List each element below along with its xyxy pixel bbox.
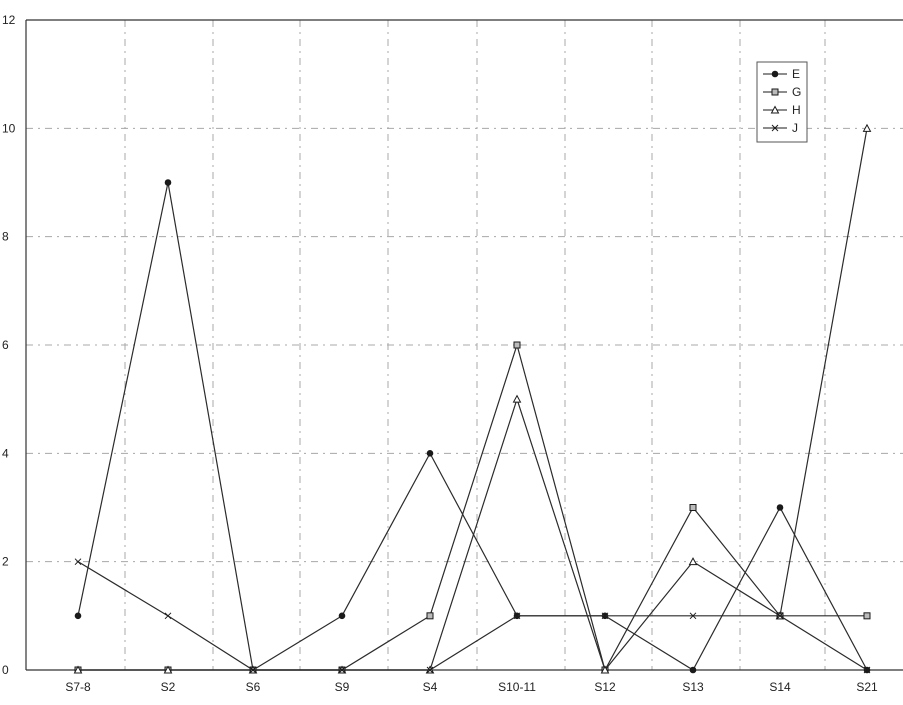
data-point-g — [513, 341, 521, 349]
legend-marker-g — [771, 88, 779, 96]
data-point-h — [688, 557, 698, 566]
legend-label: J — [792, 121, 798, 135]
data-point-h — [163, 665, 173, 674]
x-tick-label: S7-8 — [65, 680, 91, 694]
y-tick-label: 2 — [2, 555, 9, 569]
legend-label: E — [792, 67, 800, 81]
legend-marker-h — [770, 105, 780, 114]
data-point-g — [689, 504, 697, 511]
cross-stroke — [771, 124, 779, 132]
legend-box — [756, 61, 808, 143]
cross-stroke — [689, 612, 697, 620]
cross-stroke — [338, 666, 346, 674]
data-point-e — [74, 612, 82, 620]
cross-stroke — [513, 612, 521, 620]
x-tick-label: S2 — [161, 680, 176, 694]
cross-stroke — [776, 612, 784, 620]
data-point-j — [601, 612, 609, 620]
data-point-j — [513, 612, 521, 620]
x-tick-label: S10-11 — [498, 680, 536, 694]
data-point-e — [338, 612, 346, 620]
grid-layer — [26, 19, 903, 670]
legend-label: H — [792, 103, 801, 117]
data-point-j — [164, 612, 172, 620]
data-point-g — [426, 612, 434, 620]
series-line-g — [78, 342, 867, 672]
x-tick-label: S9 — [335, 680, 350, 694]
series-line-j — [77, 561, 868, 671]
legend-marker-e — [771, 70, 779, 78]
data-point-e — [426, 450, 434, 457]
data-point-j — [426, 666, 434, 674]
x-tick-label: S21 — [856, 680, 878, 694]
data-point-j — [776, 612, 784, 620]
cross-stroke — [601, 612, 609, 620]
cross-stroke — [426, 666, 434, 674]
x-tick-label: S4 — [423, 680, 438, 694]
data-point-g — [863, 612, 871, 620]
data-point-h — [862, 123, 872, 132]
y-tick-label: 12 — [2, 13, 16, 27]
x-tick-label: S14 — [769, 680, 791, 694]
data-point-j — [249, 666, 257, 674]
legend-label: G — [792, 85, 801, 99]
series-layer — [73, 123, 872, 674]
x-tick-label: S13 — [682, 680, 704, 694]
cross-stroke — [74, 558, 82, 566]
y-tick-label: 0 — [2, 663, 9, 677]
y-tick-label: 4 — [2, 446, 9, 460]
data-point-h — [600, 665, 610, 674]
data-point-j — [689, 612, 697, 620]
data-point-e — [689, 666, 697, 674]
data-point-h — [512, 394, 522, 403]
cross-stroke — [164, 612, 172, 620]
series-line-h — [78, 128, 868, 672]
cross-stroke — [249, 666, 257, 674]
data-point-e — [164, 179, 172, 186]
x-tick-label: S12 — [594, 680, 616, 694]
y-tick-label: 8 — [2, 230, 9, 244]
data-point-j — [74, 558, 82, 566]
data-point-h — [73, 665, 83, 674]
y-tick-label: 6 — [2, 338, 9, 352]
x-tick-label: S6 — [246, 680, 261, 694]
axis-layer: 0 2 4 6 8 10 12 S7-8 S2 S6 S9 S4 S10-11 S12 S13 S14 S21 — [2, 13, 903, 694]
cross-stroke — [863, 666, 871, 674]
data-point-j — [863, 666, 871, 674]
y-tick-label: 10 — [2, 121, 16, 135]
data-point-j — [338, 666, 346, 674]
data-point-e — [776, 504, 784, 511]
legend-marker-j — [771, 124, 779, 132]
